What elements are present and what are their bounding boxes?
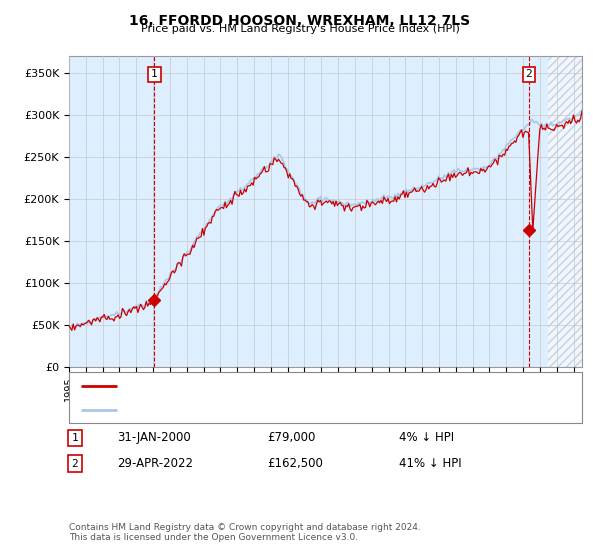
Text: 1: 1 <box>71 433 79 443</box>
Text: Price paid vs. HM Land Registry's House Price Index (HPI): Price paid vs. HM Land Registry's House … <box>140 24 460 34</box>
Text: 41% ↓ HPI: 41% ↓ HPI <box>399 457 461 470</box>
Text: 1: 1 <box>151 69 158 80</box>
Text: 16, FFORDD HOOSON, WREXHAM, LL12 7LS: 16, FFORDD HOOSON, WREXHAM, LL12 7LS <box>130 14 470 28</box>
Text: 16, FFORDD HOOSON, WREXHAM, LL12 7LS (detached house): 16, FFORDD HOOSON, WREXHAM, LL12 7LS (de… <box>123 381 446 391</box>
Text: 31-JAN-2000: 31-JAN-2000 <box>117 431 191 445</box>
Text: £79,000: £79,000 <box>267 431 316 445</box>
Text: 2: 2 <box>71 459 79 469</box>
Text: 29-APR-2022: 29-APR-2022 <box>117 457 193 470</box>
Text: HPI: Average price, detached house, Wrexham: HPI: Average price, detached house, Wrex… <box>123 405 365 416</box>
Text: 2: 2 <box>526 69 532 80</box>
Text: Contains HM Land Registry data © Crown copyright and database right 2024.
This d: Contains HM Land Registry data © Crown c… <box>69 522 421 542</box>
Text: £162,500: £162,500 <box>267 457 323 470</box>
Text: 4% ↓ HPI: 4% ↓ HPI <box>399 431 454 445</box>
Bar <box>548 56 582 367</box>
